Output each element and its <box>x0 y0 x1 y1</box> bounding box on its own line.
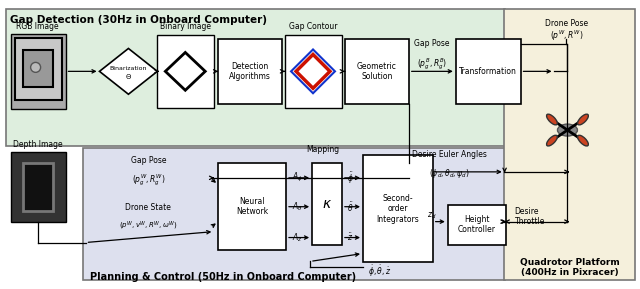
Bar <box>157 34 214 108</box>
Bar <box>218 163 286 251</box>
Bar <box>504 9 636 280</box>
Text: $\ddot{\phi}$: $\ddot{\phi}$ <box>347 170 354 186</box>
Text: $\ddot{z}$: $\ddot{z}$ <box>347 232 353 243</box>
Text: Geometric
Solution: Geometric Solution <box>357 62 397 81</box>
Polygon shape <box>296 54 330 88</box>
Ellipse shape <box>557 124 577 136</box>
Text: $\ddot{\theta}$: $\ddot{\theta}$ <box>347 200 353 214</box>
Text: $\Theta$: $\Theta$ <box>125 72 132 81</box>
Text: $\kappa$: $\kappa$ <box>322 197 332 211</box>
Text: Desire
Throttle: Desire Throttle <box>515 207 545 226</box>
Text: Height
Controller: Height Controller <box>458 215 495 234</box>
Text: $A_\theta$: $A_\theta$ <box>292 201 303 213</box>
Text: RGB Image: RGB Image <box>16 22 59 31</box>
Text: Planning & Control (50Hz in Onboard Computer): Planning & Control (50Hz in Onboard Comp… <box>90 272 356 282</box>
Bar <box>456 38 520 104</box>
Text: Drone State: Drone State <box>125 203 172 212</box>
Text: Drone Pose: Drone Pose <box>545 18 588 28</box>
Text: Gap Detection (30Hz in Onboard Computer): Gap Detection (30Hz in Onboard Computer) <box>10 15 267 25</box>
Text: $A_z$: $A_z$ <box>292 231 303 244</box>
Text: $A_\phi$: $A_\phi$ <box>292 171 303 184</box>
Polygon shape <box>165 52 205 90</box>
Text: Gap Pose: Gap Pose <box>131 156 166 165</box>
Text: Gap Contour: Gap Contour <box>289 22 337 31</box>
Bar <box>22 163 52 211</box>
Bar <box>312 163 342 244</box>
Bar <box>448 205 506 244</box>
Text: $(p^W, v^W, R^W, \omega^W)$: $(p^W, v^W, R^W, \omega^W)$ <box>119 220 178 232</box>
Text: Neural
Network: Neural Network <box>236 197 268 216</box>
Bar <box>509 31 627 229</box>
Text: Transformation: Transformation <box>459 67 516 76</box>
Ellipse shape <box>31 62 40 72</box>
Text: $(p^W, R^W)$: $(p^W, R^W)$ <box>550 29 583 43</box>
Bar <box>285 34 342 108</box>
Bar <box>345 38 409 104</box>
Text: Binary Image: Binary Image <box>160 22 211 31</box>
Text: Second-
order
Integrators: Second- order Integrators <box>376 194 419 224</box>
Bar <box>6 9 504 146</box>
Ellipse shape <box>547 135 557 146</box>
Bar <box>363 155 433 262</box>
Polygon shape <box>99 49 157 94</box>
Ellipse shape <box>578 114 588 125</box>
Bar <box>11 34 65 109</box>
Ellipse shape <box>578 135 588 146</box>
Text: Detection
Algorithms: Detection Algorithms <box>229 62 271 81</box>
Text: Quadrotor Platform
(400Hz in Pixracer): Quadrotor Platform (400Hz in Pixracer) <box>520 258 620 277</box>
Polygon shape <box>291 49 335 93</box>
Text: Binarization: Binarization <box>109 66 147 71</box>
Ellipse shape <box>547 114 557 125</box>
Bar <box>22 51 52 87</box>
Text: $(\phi_d, \theta_d, \psi_d)$: $(\phi_d, \theta_d, \psi_d)$ <box>429 167 470 180</box>
Text: $(p_g^B, R_g^B)$: $(p_g^B, R_g^B)$ <box>417 56 447 72</box>
Text: $(p_g^W, R_g^W)$: $(p_g^W, R_g^W)$ <box>132 173 165 188</box>
Text: $\dot{\phi}, \dot{\theta}, \dot{z}$: $\dot{\phi}, \dot{\theta}, \dot{z}$ <box>368 264 392 279</box>
Text: Mapping: Mapping <box>307 145 340 154</box>
Text: Gap Pose: Gap Pose <box>414 40 449 49</box>
Text: $z_d$: $z_d$ <box>428 210 436 221</box>
Bar <box>218 38 282 104</box>
Bar <box>83 148 504 280</box>
Text: Desire Euler Angles: Desire Euler Angles <box>412 150 487 159</box>
Bar <box>15 38 61 100</box>
Bar <box>11 152 65 222</box>
Text: Depth Image: Depth Image <box>13 140 63 149</box>
